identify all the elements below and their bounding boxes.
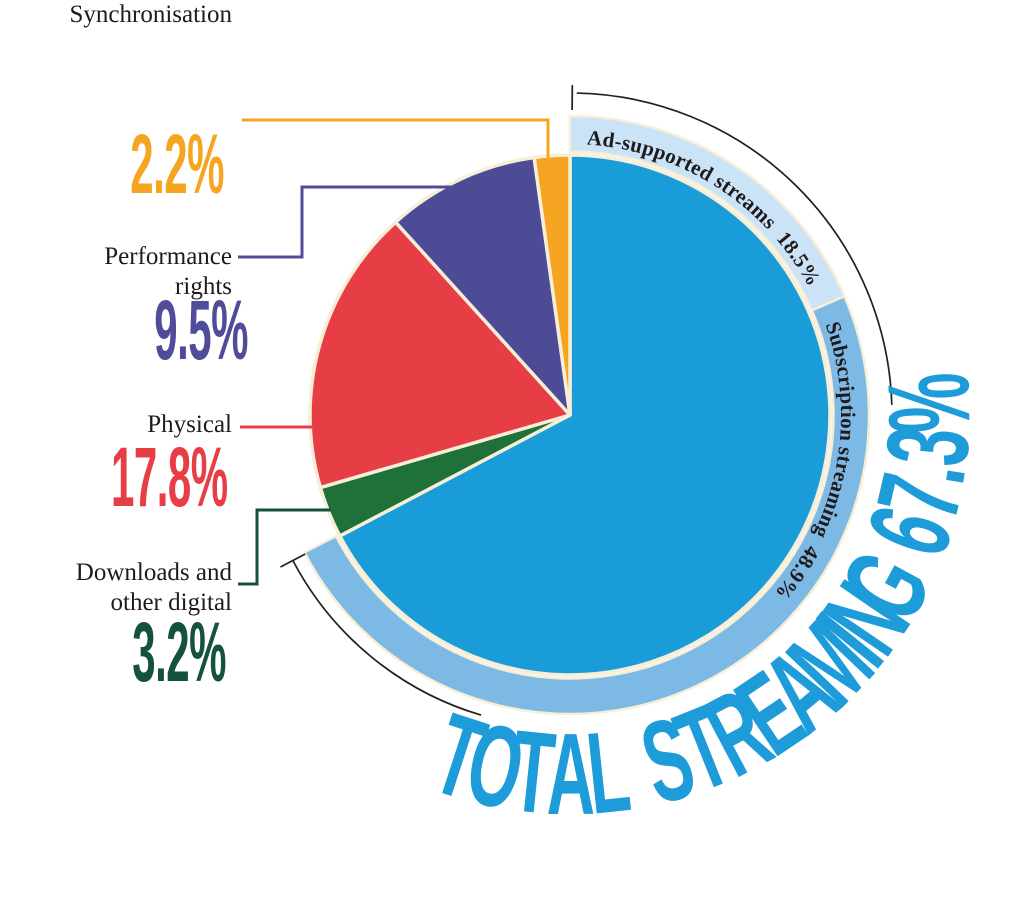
synchronisation-label: Synchronisation (69, 1, 233, 28)
downloads-label: Downloads and other digital (0, 558, 232, 618)
downloads-label-line1: Downloads and (75, 559, 232, 586)
physical-label: Physical (147, 411, 232, 438)
downloads-connector-line (238, 508, 331, 586)
pie-slice-total-streaming (338, 153, 832, 677)
pie-slice-physical (308, 220, 572, 490)
physical-value: 17.8% (111, 430, 228, 524)
synchronisation-connector-line (242, 118, 550, 158)
bracket-arc-top (576, 92, 893, 405)
synchronisation-value: 2.2% (130, 117, 224, 211)
total-streaming-char: A (546, 710, 595, 840)
performance-rights-value: 9.5% (154, 283, 248, 377)
pie-slice-performance-rights (393, 155, 572, 417)
bracket-tick-bottom (280, 553, 306, 568)
performance-rights-label-line1: Performance (104, 243, 232, 270)
streaming-bracket (280, 85, 893, 716)
downloads-label-line2: other digital (110, 589, 233, 616)
pie-slice-synchronisation (532, 153, 572, 417)
bracket-arc-bottom (292, 560, 482, 716)
performance-rights-label-line2: rights (175, 273, 232, 300)
performance-rights-connector-line (238, 185, 452, 259)
total-streaming-char: % (864, 371, 996, 435)
downloads-value: 3.2% (132, 605, 226, 699)
performance-rights-label: Performance rights (0, 242, 232, 302)
pie-slices (308, 153, 832, 677)
ring-segment-subscription-streaming (302, 294, 871, 716)
streaming-ring (302, 114, 871, 716)
